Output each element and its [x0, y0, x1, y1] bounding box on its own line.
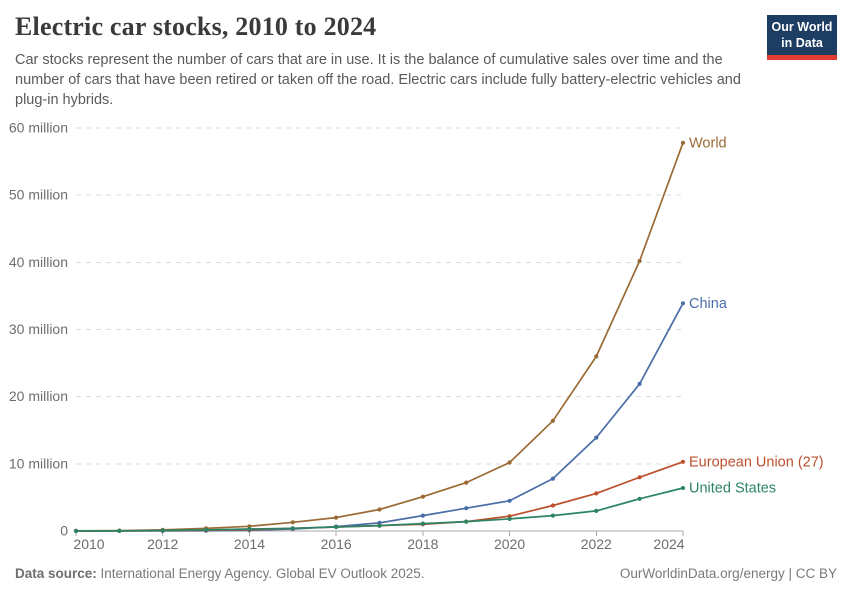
owid-logo-line2: in Data: [781, 35, 823, 50]
data-point-world: [334, 515, 339, 520]
series-label-world[interactable]: World: [689, 135, 727, 151]
data-point-european-union-27: [680, 459, 686, 464]
series-line-china[interactable]: [75, 302, 684, 532]
data-point-united-states: [290, 526, 295, 531]
y-axis-label: 30 million: [9, 321, 68, 337]
y-axis-label: 40 million: [9, 254, 68, 270]
data-point-china: [507, 498, 512, 503]
owid-logo[interactable]: Our World in Data: [767, 15, 837, 61]
data-point-united-states: [507, 516, 512, 522]
owid-logo-line1: Our World: [771, 20, 833, 34]
data-point-united-states: [680, 485, 686, 491]
x-axis-label: 2018: [407, 536, 438, 552]
x-axis-label: 2022: [581, 536, 612, 552]
data-point-united-states: [117, 528, 122, 534]
chart-subtitle: Car stocks represent the number of cars …: [15, 52, 741, 108]
series-label-european-union-27[interactable]: European Union (27): [689, 454, 824, 470]
y-axis-label: 10 million: [9, 455, 68, 471]
data-point-world: [550, 418, 556, 423]
data-point-european-union-27: [637, 475, 642, 480]
data-point-united-states: [550, 513, 556, 518]
y-axis-label: 0: [60, 523, 68, 539]
data-point-world: [680, 140, 686, 145]
data-point-united-states: [334, 524, 339, 530]
data-point-united-states: [377, 523, 382, 528]
series-line-world[interactable]: [75, 141, 684, 532]
data-point-united-states: [594, 508, 599, 513]
x-axis-label: 2010: [73, 536, 104, 552]
x-axis-label: 2016: [321, 536, 352, 552]
data-point-united-states: [637, 496, 642, 501]
page-title: Electric car stocks, 2010 to 2024: [15, 12, 377, 41]
data-point-world: [507, 460, 512, 465]
y-axis-label: 50 million: [9, 187, 68, 203]
series-label-united-states[interactable]: United States: [689, 481, 776, 497]
data-source-note: Data source: International Energy Agency…: [15, 566, 425, 581]
data-point-china: [464, 506, 469, 511]
x-axis-label: 2012: [147, 536, 178, 552]
data-point-china: [680, 301, 686, 306]
x-axis-label: 2024: [653, 536, 684, 552]
data-point-world: [420, 494, 425, 499]
x-axis-label: 2014: [234, 536, 265, 552]
y-axis-label: 20 million: [9, 388, 68, 404]
data-point-european-union-27: [594, 491, 599, 496]
data-point-china: [550, 476, 556, 481]
data-point-world: [637, 258, 642, 264]
data-point-world: [290, 520, 295, 525]
data-point-china: [420, 513, 425, 518]
data-point-united-states: [247, 526, 252, 532]
x-axis-label: 2020: [494, 536, 525, 552]
data-point-united-states: [464, 519, 469, 524]
data-point-china: [637, 381, 642, 386]
data-point-united-states: [73, 528, 79, 534]
data-point-united-states: [204, 527, 209, 533]
data-point-european-union-27: [550, 503, 556, 508]
data-point-united-states: [160, 528, 165, 533]
data-point-world: [377, 507, 382, 512]
series-line-european-union-27[interactable]: [75, 460, 684, 532]
data-point-china: [594, 435, 599, 440]
y-axis-label: 60 million: [9, 120, 68, 136]
data-source-label: Data source:: [15, 566, 97, 581]
data-point-world: [594, 354, 599, 359]
data-point-world: [464, 480, 469, 485]
data-source-text: International Energy Agency. Global EV O…: [96, 566, 425, 581]
footer-license-link[interactable]: OurWorldinData.org/energy | CC BY: [619, 566, 837, 581]
series-label-china[interactable]: China: [689, 296, 728, 312]
data-point-united-states: [420, 521, 425, 526]
